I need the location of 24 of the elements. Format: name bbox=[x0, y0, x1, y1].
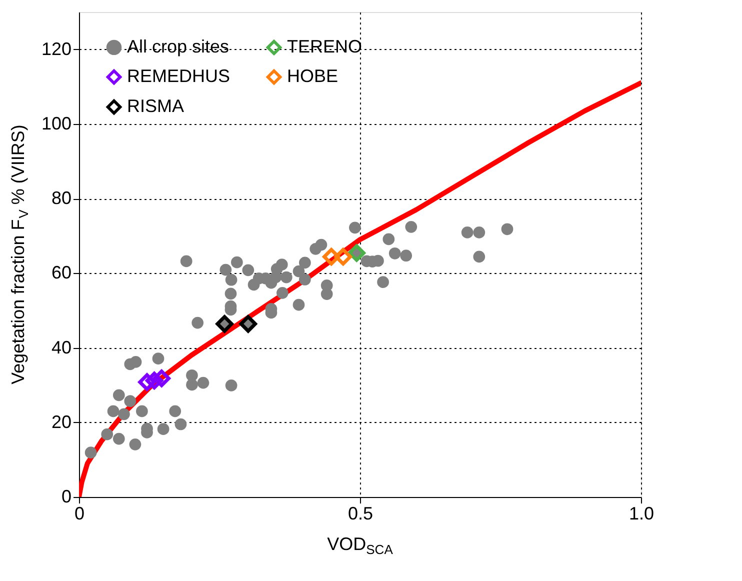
legend-label: REMEDHUS bbox=[127, 66, 230, 86]
legend-label: TERENO bbox=[287, 36, 362, 56]
y-tick-label: 60 bbox=[51, 262, 72, 283]
point bbox=[152, 370, 170, 388]
y-tick-label: 120 bbox=[41, 38, 72, 59]
y-tick-label: 0 bbox=[61, 486, 72, 506]
point bbox=[239, 315, 257, 333]
point bbox=[138, 373, 156, 391]
x-tick-label: 0 bbox=[74, 504, 85, 524]
legend-label: All crop sites bbox=[127, 36, 230, 56]
point bbox=[348, 244, 366, 262]
x-tick-label: 1.0 bbox=[628, 504, 654, 524]
y-tick-label: 20 bbox=[51, 412, 72, 432]
point bbox=[322, 248, 340, 266]
legend-label: HOBE bbox=[287, 66, 338, 86]
y-axis-title: Vegetation fraction FV % (VIIRS) bbox=[8, 124, 31, 384]
legend-label: RISMA bbox=[127, 96, 184, 116]
y-tick-label: 40 bbox=[51, 337, 72, 358]
x-tick-label: 0.5 bbox=[348, 504, 374, 524]
point bbox=[145, 372, 164, 390]
y-tick-label: 100 bbox=[41, 113, 72, 134]
y-tick-label: 80 bbox=[51, 188, 72, 208]
point bbox=[216, 315, 234, 333]
point bbox=[334, 248, 352, 266]
